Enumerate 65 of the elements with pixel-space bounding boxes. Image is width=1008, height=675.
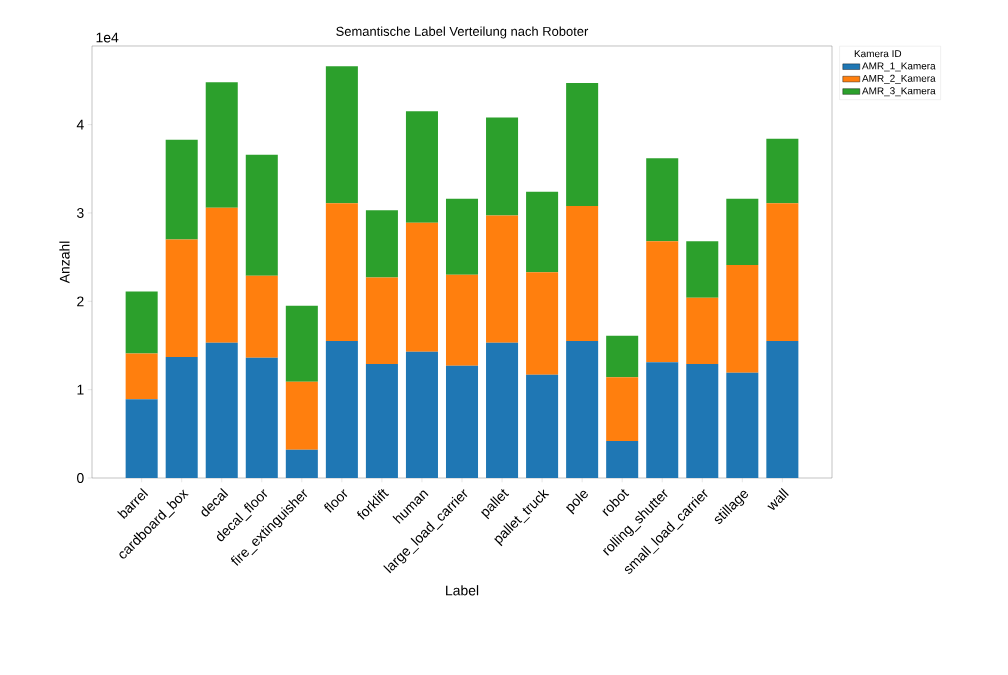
y-tick-label: 1 [77, 384, 84, 395]
bar [325, 203, 358, 342]
legend-label: AMR_2_Kamera [862, 74, 936, 84]
bar [566, 83, 599, 206]
bar [566, 341, 599, 478]
bar [245, 275, 278, 358]
bar [365, 277, 398, 365]
x-axis-title: Label [446, 585, 479, 596]
bar [526, 191, 559, 273]
y-tick-label: 2 [77, 296, 84, 307]
bar [285, 305, 318, 382]
bar [526, 272, 559, 375]
y-axis-title: Anzahl [59, 241, 70, 284]
bar [606, 335, 639, 378]
bar [606, 377, 639, 441]
y-tick-label: 0 [77, 473, 84, 483]
legend-title: Kamera ID [854, 50, 902, 58]
bar [405, 351, 438, 478]
bar [245, 357, 278, 478]
bar [365, 210, 398, 278]
bar [325, 66, 358, 204]
bar [405, 222, 438, 352]
bar [205, 207, 238, 343]
bar [646, 362, 679, 478]
bar [726, 198, 759, 266]
bar [566, 205, 599, 342]
x-tick-label: wall [767, 487, 789, 510]
bar [686, 241, 719, 298]
bar [686, 364, 719, 478]
y-tick-label: 4 [76, 119, 84, 130]
bar [285, 449, 318, 478]
bar [486, 215, 519, 343]
text: 1e4 [96, 32, 119, 43]
bar [325, 341, 358, 478]
bar [125, 291, 158, 354]
bar [165, 239, 198, 357]
bar [205, 342, 238, 478]
bar [526, 374, 559, 478]
bar [285, 381, 318, 450]
bar [726, 265, 759, 373]
chart-title: Semantische Label Verteilung nach Roboter [336, 26, 589, 39]
y-tick-label: 3 [77, 208, 84, 218]
legend-label: AMR_1_Kamera [862, 62, 936, 72]
legend-label: AMR_3_Kamera [862, 87, 936, 97]
bar [365, 364, 398, 478]
bar [646, 158, 679, 242]
bar [766, 341, 799, 478]
bar [486, 342, 519, 478]
bar [125, 399, 158, 478]
bar [125, 353, 158, 400]
bar [165, 139, 198, 240]
bar [445, 198, 479, 275]
bar [486, 117, 519, 216]
bar [686, 297, 719, 365]
bar [405, 111, 438, 223]
bar [245, 154, 278, 276]
bar [646, 241, 679, 363]
bar [205, 82, 238, 208]
bar [766, 203, 799, 342]
bar [445, 365, 479, 478]
bar [445, 274, 479, 366]
bar [726, 372, 759, 478]
bar [766, 138, 799, 204]
bar [165, 356, 198, 478]
bar [606, 440, 639, 478]
